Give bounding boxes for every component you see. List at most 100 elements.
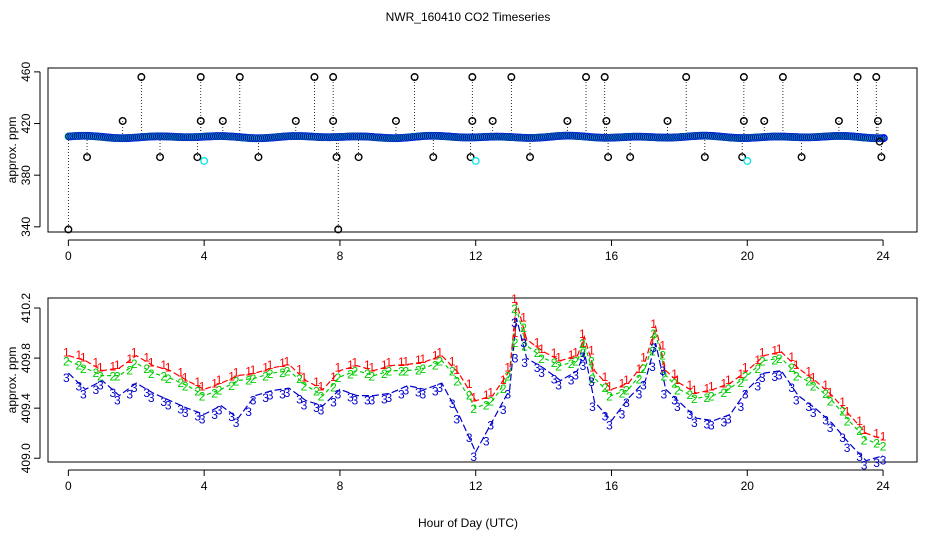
top-outlier-point xyxy=(600,73,609,82)
series-2-marker: 2 xyxy=(369,370,376,384)
top-outlier-point xyxy=(526,153,535,162)
series-3-marker: 3 xyxy=(512,352,519,366)
series-2-marker: 2 xyxy=(512,336,519,350)
series-1-marker: 1 xyxy=(754,353,761,367)
top-outlier-point xyxy=(626,153,635,162)
bottom-x-tick-label: 8 xyxy=(337,479,344,493)
series-2-marker: 2 xyxy=(568,357,575,371)
series-2-marker: 2 xyxy=(453,375,460,389)
top-y-tick-label: 380 xyxy=(19,165,33,185)
series-2-marker: 2 xyxy=(671,377,678,391)
top-y-axis-label: approx. ppm xyxy=(5,117,19,184)
series-1-marker: 1 xyxy=(623,373,630,387)
top-outlier-point xyxy=(332,153,341,162)
series-2-marker: 2 xyxy=(160,370,167,384)
top-outlier-point xyxy=(64,225,73,234)
series-1-marker: 1 xyxy=(199,379,206,393)
series-1-marker: 1 xyxy=(335,361,342,375)
series-3-marker: 3 xyxy=(381,392,388,406)
series-3-marker: 3 xyxy=(318,404,325,418)
series-3-marker: 3 xyxy=(759,371,766,385)
series-3-marker: 3 xyxy=(588,375,595,389)
bottom-x-tick-label: 16 xyxy=(605,479,619,493)
series-2-marker: 2 xyxy=(335,371,342,385)
series-1-line xyxy=(68,301,884,441)
series-1-marker: 1 xyxy=(580,336,587,350)
series-3-marker: 3 xyxy=(347,391,354,405)
series-1-marker: 1 xyxy=(182,371,189,385)
series-2-marker: 2 xyxy=(844,415,851,429)
bottom-x-tick-label: 20 xyxy=(741,479,755,493)
series-1-marker: 1 xyxy=(165,361,172,375)
series-2-marker: 2 xyxy=(659,348,666,362)
series-3-marker: 3 xyxy=(487,419,494,433)
series-3-marker: 3 xyxy=(97,379,104,393)
top-x-tick-label: 20 xyxy=(741,249,755,263)
series-2-marker: 2 xyxy=(386,365,393,379)
series-2-marker: 2 xyxy=(880,440,887,454)
series-3-marker: 3 xyxy=(165,399,172,413)
series-3-marker: 3 xyxy=(737,400,744,414)
series-3-marker: 3 xyxy=(640,379,647,393)
series-1-marker: 1 xyxy=(708,379,715,393)
series-2-marker: 2 xyxy=(771,353,778,367)
top-outlier-point xyxy=(137,73,146,82)
top-outlier-point xyxy=(468,116,477,125)
series-1-marker: 1 xyxy=(284,354,291,368)
series-1-marker: 1 xyxy=(381,358,388,372)
series-3-marker: 3 xyxy=(606,419,613,433)
series-3-marker: 3 xyxy=(301,399,308,413)
series-1-marker: 1 xyxy=(880,429,887,443)
series-1-marker: 1 xyxy=(347,358,354,372)
series-3-marker: 3 xyxy=(754,379,761,393)
series-1-marker: 1 xyxy=(579,327,586,341)
series-3-marker: 3 xyxy=(856,450,863,464)
series-2-marker: 2 xyxy=(250,372,257,386)
series-2-marker: 2 xyxy=(579,337,586,351)
series-2-marker: 2 xyxy=(504,370,511,384)
series-3-marker: 3 xyxy=(703,417,710,431)
series-2-marker: 2 xyxy=(805,375,812,389)
series-3-marker: 3 xyxy=(228,410,235,424)
series-2-marker: 2 xyxy=(211,387,218,401)
series-1-marker: 1 xyxy=(844,404,851,418)
series-1-marker: 1 xyxy=(296,362,303,376)
series-2-marker: 2 xyxy=(660,370,667,384)
series-2-marker: 2 xyxy=(589,372,596,386)
series-3-marker: 3 xyxy=(182,406,189,420)
top-low-point xyxy=(743,157,752,165)
series-1-marker: 1 xyxy=(504,361,511,375)
series-3-marker: 3 xyxy=(873,456,880,470)
series-1-marker: 1 xyxy=(500,373,507,387)
series-2-marker: 2 xyxy=(606,390,613,404)
series-1-marker: 1 xyxy=(63,346,70,360)
series-3-marker: 3 xyxy=(233,416,240,430)
series-3-marker: 3 xyxy=(211,408,218,422)
series-1-marker: 1 xyxy=(398,355,405,369)
series-1-marker: 1 xyxy=(449,354,456,368)
series-3-marker: 3 xyxy=(386,391,393,405)
series-2-marker: 2 xyxy=(822,387,829,401)
series-3-marker: 3 xyxy=(691,416,698,430)
series-1-marker: 1 xyxy=(619,376,626,390)
series-3-marker: 3 xyxy=(674,400,681,414)
series-2-marker: 2 xyxy=(839,405,846,419)
series-2-marker: 2 xyxy=(555,360,562,374)
top-outlier-point xyxy=(738,153,747,162)
series-2-marker: 2 xyxy=(720,386,727,400)
series-2-marker: 2 xyxy=(165,372,172,386)
top-y-tick-label: 420 xyxy=(19,113,33,133)
bottom-plot-frame xyxy=(47,297,918,463)
series-2-marker: 2 xyxy=(419,362,426,376)
series-1-marker: 1 xyxy=(250,363,257,377)
series-2-marker: 2 xyxy=(861,433,868,447)
series-2-marker: 2 xyxy=(687,388,694,402)
series-1-marker: 1 xyxy=(687,378,694,392)
bottom-x-tick-label: 24 xyxy=(876,479,890,493)
series-2-marker: 2 xyxy=(131,357,138,371)
top-x-tick-label: 12 xyxy=(469,249,483,263)
series-3-marker: 3 xyxy=(619,407,626,421)
bottom-y-tick-label: 409.8 xyxy=(19,343,33,373)
top-outlier-point xyxy=(507,73,516,82)
